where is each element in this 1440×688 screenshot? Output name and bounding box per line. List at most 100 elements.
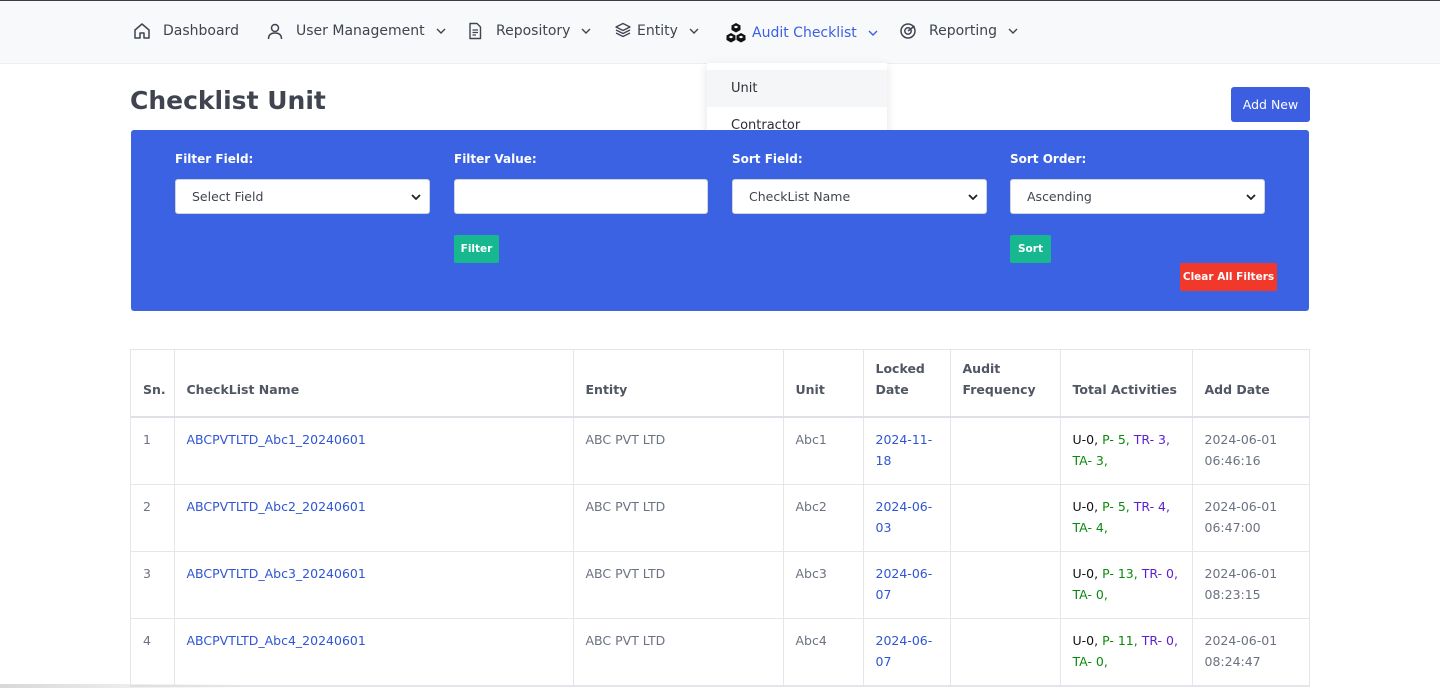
top-navbar: Dashboard User Management Repository Ent… xyxy=(0,0,1440,64)
activity-u: U-0, xyxy=(1072,498,1099,514)
cell-add-date: 2024-06-01 08:23:15 xyxy=(1192,551,1309,619)
header-audit-frequency[interactable]: Audit Frequency xyxy=(950,350,1061,418)
cell-locked-date: 2024-06-07 xyxy=(863,551,951,619)
activity-tr: TR- 4, xyxy=(1133,498,1170,514)
header-entity[interactable]: Entity xyxy=(573,350,784,418)
cell-add-date: 2024-06-01 06:46:16 xyxy=(1192,417,1309,485)
nav-entity[interactable]: Entity xyxy=(615,1,700,61)
header-sn: Sn. xyxy=(131,350,175,418)
cell-entity: ABC PVT LTD xyxy=(573,618,784,686)
nav-user-management-label: User Management xyxy=(296,23,425,39)
activity-tr: TR- 0, xyxy=(1141,565,1178,581)
cell-sn: 4 xyxy=(131,618,175,686)
activity-u: U-0, xyxy=(1072,432,1099,447)
header-locked-date[interactable]: Locked Date xyxy=(863,350,951,418)
nav-repository[interactable]: Repository xyxy=(466,1,592,61)
sort-field-select[interactable]: CheckList Name xyxy=(732,179,987,214)
dropdown-item-contractor[interactable]: Contractor xyxy=(731,118,801,133)
activity-ta: TA- 4, xyxy=(1072,519,1108,535)
cell-add-date: 2024-06-01 08:24:47 xyxy=(1192,618,1309,686)
header-unit[interactable]: Unit xyxy=(783,350,864,418)
chevron-down-icon xyxy=(967,191,979,203)
sort-button[interactable]: Sort xyxy=(1010,235,1051,263)
add-new-button[interactable]: Add New xyxy=(1231,87,1310,122)
cell-total-activities: U-0, P- 11, TR- 0, TA- 0, xyxy=(1060,618,1193,686)
activity-p: P- 5, xyxy=(1102,432,1130,447)
nav-reporting-label: Reporting xyxy=(929,23,998,39)
activity-p: P- 5, xyxy=(1102,498,1130,514)
table-row: 3 ABCPVTLTD_Abc3_20240601 ABC PVT LTD Ab… xyxy=(131,551,1309,619)
header-total-activities[interactable]: Total Activities xyxy=(1060,350,1193,418)
sort-field-value: CheckList Name xyxy=(749,189,851,204)
sort-order-select[interactable]: Ascending xyxy=(1010,179,1265,214)
cell-total-activities: U-0, P- 13, TR- 0, TA- 0, xyxy=(1060,551,1193,619)
sort-order-value: Ascending xyxy=(1027,189,1092,204)
chevron-down-icon xyxy=(435,25,447,37)
cell-checklist-name-link[interactable]: ABCPVTLTD_Abc2_20240601 xyxy=(174,484,574,552)
nav-user-management[interactable]: User Management xyxy=(266,1,447,61)
filter-value-input[interactable] xyxy=(454,179,708,214)
cell-entity: ABC PVT LTD xyxy=(573,417,784,485)
cell-entity: ABC PVT LTD xyxy=(573,551,784,619)
activity-ta: TA- 0, xyxy=(1072,586,1108,602)
table-row: 4 ABCPVTLTD_Abc4_20240601 ABC PVT LTD Ab… xyxy=(131,618,1309,686)
horizontal-scroll-shadow xyxy=(0,684,245,688)
cubes-icon xyxy=(725,22,747,44)
nav-dashboard-label: Dashboard xyxy=(163,23,239,39)
activity-p: P- 11, xyxy=(1102,632,1138,648)
filter-panel: Filter Field: Select Field Filter Value:… xyxy=(131,130,1309,311)
cell-sn: 1 xyxy=(131,417,175,485)
activity-ta: TA- 3, xyxy=(1072,453,1108,468)
cell-entity: ABC PVT LTD xyxy=(573,484,784,552)
activity-u: U-0, xyxy=(1072,632,1099,648)
filter-value-label: Filter Value: xyxy=(454,152,537,166)
cell-audit-frequency xyxy=(950,551,1061,619)
header-add-date[interactable]: Add Date xyxy=(1192,350,1309,418)
cell-unit: Abc2 xyxy=(783,484,864,552)
checklist-table: Sn. CheckList Name Entity Unit Locked Da… xyxy=(130,349,1310,687)
activity-u: U-0, xyxy=(1072,565,1099,581)
nav-dashboard[interactable]: Dashboard xyxy=(133,1,239,61)
cell-unit: Abc4 xyxy=(783,618,864,686)
chevron-down-icon xyxy=(1245,191,1257,203)
home-icon xyxy=(133,22,151,40)
activity-p: P- 13, xyxy=(1102,565,1138,581)
table-header-row: Sn. CheckList Name Entity Unit Locked Da… xyxy=(131,350,1309,418)
activity-ta: TA- 0, xyxy=(1072,653,1108,669)
cell-audit-frequency xyxy=(950,618,1061,686)
cell-locked-date: 2024-11-18 xyxy=(863,417,951,485)
document-icon xyxy=(466,22,484,40)
nav-audit-checklist-label: Audit Checklist xyxy=(752,25,857,41)
dropdown-item-unit[interactable]: Unit xyxy=(707,70,887,107)
cell-checklist-name-link[interactable]: ABCPVTLTD_Abc4_20240601 xyxy=(174,618,574,686)
cell-sn: 3 xyxy=(131,551,175,619)
user-icon xyxy=(266,22,284,40)
cell-unit: Abc1 xyxy=(783,417,864,485)
cell-audit-frequency xyxy=(950,484,1061,552)
clear-all-filters-button[interactable]: Clear All Filters xyxy=(1180,263,1277,291)
table-row: 1 ABCPVTLTD_Abc1_20240601 ABC PVT LTD Ab… xyxy=(131,417,1309,485)
cell-locked-date: 2024-06-07 xyxy=(863,618,951,686)
chevron-down-icon xyxy=(580,25,592,37)
cell-unit: Abc3 xyxy=(783,551,864,619)
filter-field-value: Select Field xyxy=(192,189,264,204)
cell-add-date: 2024-06-01 06:47:00 xyxy=(1192,484,1309,552)
cell-audit-frequency xyxy=(950,417,1061,485)
nav-reporting[interactable]: Reporting xyxy=(899,1,1019,61)
cell-sn: 2 xyxy=(131,484,175,552)
cell-checklist-name-link[interactable]: ABCPVTLTD_Abc1_20240601 xyxy=(174,417,574,485)
table-row: 2 ABCPVTLTD_Abc2_20240601 ABC PVT LTD Ab… xyxy=(131,484,1309,552)
nav-repository-label: Repository xyxy=(496,23,571,39)
activity-tr: TR- 0, xyxy=(1141,632,1178,648)
cell-total-activities: U-0, P- 5, TR- 3, TA- 3, xyxy=(1060,417,1193,485)
filter-field-select[interactable]: Select Field xyxy=(175,179,430,214)
sort-order-label: Sort Order: xyxy=(1010,152,1087,166)
cell-checklist-name-link[interactable]: ABCPVTLTD_Abc3_20240601 xyxy=(174,551,574,619)
chevron-down-icon xyxy=(867,27,879,39)
header-checklist-name[interactable]: CheckList Name xyxy=(174,350,574,418)
chevron-down-icon xyxy=(688,25,700,37)
filter-button[interactable]: Filter xyxy=(454,235,499,263)
nav-entity-label: Entity xyxy=(637,23,678,39)
chevron-down-icon xyxy=(1007,25,1019,37)
nav-audit-checklist[interactable]: Audit Checklist xyxy=(725,3,879,63)
